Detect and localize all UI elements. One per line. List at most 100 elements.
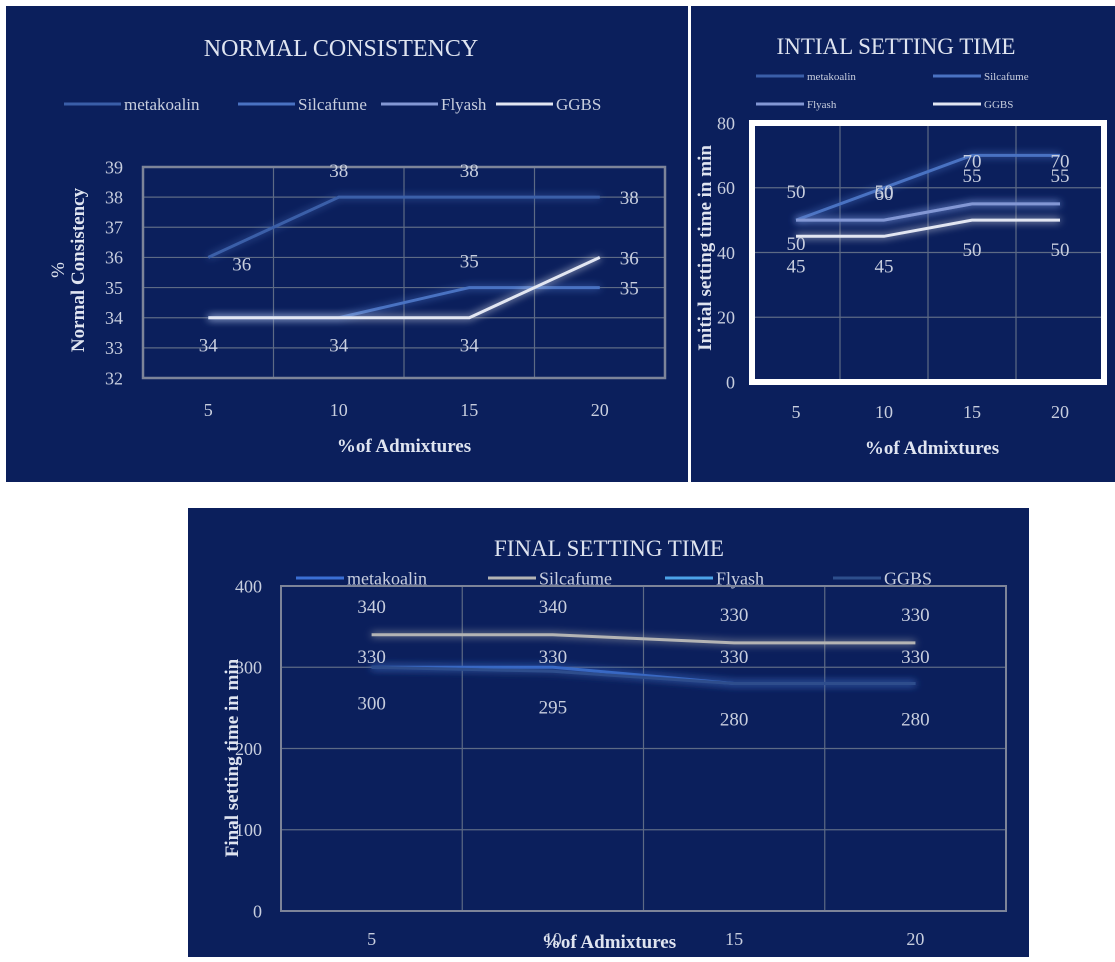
- nc-ytick-7: 39: [105, 157, 123, 177]
- nc-y-axis-label-line1: %: [48, 262, 69, 278]
- nc-legend-label-3: GGBS: [556, 95, 601, 114]
- fst-ytick-4: 400: [235, 576, 262, 596]
- ist-x-axis-label: %of Admixtures: [865, 438, 999, 459]
- ist-xtick-3: 20: [1051, 402, 1069, 422]
- nc-legend-label-2: Flyash: [441, 95, 487, 114]
- ist-title: INTIAL SETTING TIME: [777, 34, 1016, 59]
- nc-xtick-2: 15: [460, 400, 478, 420]
- fst-xtick-3: 20: [906, 929, 924, 949]
- ist-data-label-4: 70: [963, 151, 982, 172]
- fst-data-label-9: 295: [539, 697, 568, 718]
- nc-x-axis-label: %of Admixtures: [337, 436, 471, 457]
- fst-plot-frame: [280, 585, 1007, 912]
- ist-data-label-3: 55: [1051, 166, 1070, 187]
- fst-ytick-0: 0: [253, 901, 262, 921]
- fst-data-label-11: 280: [901, 710, 930, 731]
- nc-y-axis-label: Normal Consistency: [68, 187, 89, 352]
- nc-xtick-1: 10: [330, 400, 348, 420]
- ist-series-3: [796, 218, 1060, 238]
- initial-setting-time-chart: INTIAL SETTING TIME metakoalin Silcafume Fl…: [695, 34, 1107, 459]
- fst-xtick-1: 10: [544, 929, 562, 949]
- ist-data-label-2: 55: [963, 166, 982, 187]
- nc-ytick-5: 37: [105, 218, 123, 238]
- ist-legend-label-0: metakoalin: [807, 71, 856, 83]
- ist-xtick-2: 15: [963, 402, 981, 422]
- fst-ytick-1: 100: [235, 820, 262, 840]
- fst-legend-label-2: Flyash: [716, 568, 764, 588]
- nc-ytick-3: 35: [105, 278, 123, 298]
- fst-series-3: [371, 665, 916, 685]
- ist-ytick-4: 80: [717, 113, 735, 133]
- fst-data-label-10: 280: [720, 710, 749, 731]
- ist-data-label-9: 45: [875, 256, 894, 277]
- ist-data-label-8: 45: [787, 256, 806, 277]
- nc-ytick-2: 34: [105, 308, 123, 328]
- ist-data-label-0: 50: [787, 182, 806, 203]
- ist-series-1: [795, 153, 1060, 222]
- nc-ytick-6: 38: [105, 187, 123, 207]
- nc-ytick-4: 36: [105, 248, 123, 268]
- nc-data-label-4: 35: [460, 252, 479, 273]
- nc-data-label-3: 38: [620, 188, 639, 209]
- ist-ytick-1: 20: [717, 308, 735, 328]
- fst-ytick-3: 300: [235, 658, 262, 678]
- fst-x-axis-label: %of Admixtures: [542, 932, 676, 953]
- nc-data-label-0: 36: [232, 254, 251, 275]
- final-setting-time-chart: FINAL SETTING TIME metakoalin Silcafume Fly…: [222, 536, 1007, 953]
- nc-legend-label-0: metakoalin: [124, 95, 200, 114]
- fst-xtick-0: 5: [367, 929, 376, 949]
- fst-data-label-8: 300: [357, 693, 386, 714]
- nc-series-3: [208, 256, 601, 320]
- fst-data-label-7: 330: [901, 647, 930, 668]
- nc-title: NORMAL CONSISTENCY: [204, 36, 478, 62]
- ist-legend-label-3: GGBS: [984, 99, 1013, 111]
- ist-xtick-0: 5: [792, 402, 801, 422]
- nc-xtick-0: 5: [204, 400, 213, 420]
- nc-data-label-8: 34: [329, 336, 349, 357]
- nc-ytick-0: 32: [105, 368, 123, 388]
- nc-data-label-9: 34: [460, 336, 480, 357]
- fst-legend-label-0: metakoalin: [347, 568, 427, 588]
- ist-ytick-3: 60: [717, 178, 735, 198]
- nc-legend-label-1: Silcafume: [298, 95, 367, 114]
- fst-data-label-5: 330: [539, 647, 568, 668]
- nc-data-label-2: 38: [460, 161, 479, 182]
- fst-legend-label-1: Silcafume: [539, 568, 612, 588]
- ist-series-2: [796, 202, 1060, 222]
- fst-data-label-4: 330: [357, 647, 386, 668]
- nc-series-0: [207, 195, 600, 259]
- ist-xtick-1: 10: [875, 402, 893, 422]
- ist-plot-frame: [749, 120, 1107, 385]
- final-setting-time-panel: FINAL SETTING TIME metakoalin Silcafume Fly…: [188, 508, 1029, 957]
- fst-data-label-2: 330: [720, 605, 749, 626]
- ist-data-label-7: 50: [787, 234, 806, 255]
- fst-data-label-0: 340: [357, 597, 386, 618]
- ist-data-label-5: 70: [1051, 151, 1070, 172]
- fst-data-label-1: 340: [539, 597, 568, 618]
- nc-ytick-1: 33: [105, 338, 123, 358]
- ist-legend-label-1: Silcafume: [984, 71, 1029, 83]
- fst-title: FINAL SETTING TIME: [494, 536, 724, 561]
- ist-y-axis-label: Initial setting time in min: [695, 145, 716, 351]
- ist-ytick-2: 40: [717, 243, 735, 263]
- normal-consistency-chart: NORMAL CONSISTENCY metakoalin Silcafume Fly…: [48, 36, 667, 457]
- nc-data-label-1: 38: [329, 161, 348, 182]
- fst-legend-label-3: GGBS: [884, 568, 932, 588]
- fst-xtick-2: 15: [725, 929, 743, 949]
- ist-ytick-0: 0: [726, 372, 735, 392]
- ist-data-label-1: 50: [875, 182, 894, 203]
- ist-legend-label-2: Flyash: [807, 99, 837, 111]
- initial-setting-time-panel: INTIAL SETTING TIME metakoalin Silcafume Fl…: [691, 6, 1115, 482]
- nc-data-label-5: 35: [620, 279, 639, 300]
- nc-data-label-6: 36: [620, 248, 639, 269]
- ist-data-label-6: 60: [875, 184, 894, 205]
- fst-data-label-6: 330: [720, 647, 749, 668]
- nc-xtick-3: 20: [591, 400, 609, 420]
- ist-data-label-11: 50: [1051, 240, 1070, 261]
- nc-data-label-7: 34: [199, 336, 219, 357]
- nc-plot-frame: [141, 165, 667, 380]
- fst-y-axis-label: Final setting time in min: [222, 658, 243, 857]
- fst-data-label-3: 330: [901, 605, 930, 626]
- ist-data-label-10: 50: [963, 240, 982, 261]
- fst-ytick-2: 200: [235, 739, 262, 759]
